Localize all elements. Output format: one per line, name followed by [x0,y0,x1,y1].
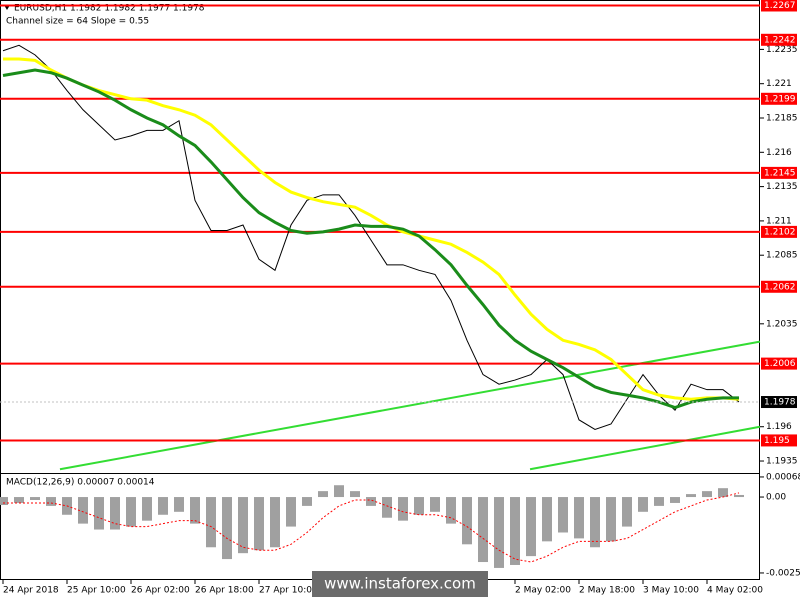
macd-bar [46,497,56,506]
macd-bar [510,497,520,565]
current-price-label: 1.1978 [764,398,796,408]
x-tick-label: 4 May 02:00 [707,586,763,596]
watermark-box [312,571,488,597]
macd-bar [382,497,392,518]
macd-bar [670,497,680,503]
macd-bar [542,497,552,542]
macd-bar [638,497,648,512]
level-label: 1.2062 [764,282,796,292]
level-label: 1.2145 [764,168,796,178]
chart-subtitle: Channel size = 64 Slope = 0.55 [6,17,149,27]
x-tick-label: 26 Apr 18:00 [195,586,254,596]
y-tick-label: 1.196 [766,422,792,432]
y-tick-label: 1.2035 [766,319,798,329]
y-tick-label: 1.221 [766,79,792,89]
level-label: 1.195 [764,436,790,446]
level-label-box [761,166,797,179]
x-tick-label: 2 May 18:00 [579,586,635,596]
y-tick-label: 0.00 [766,493,786,503]
macd-bar [126,497,136,527]
x-tick-label: 24 Apr 2018 [3,586,59,596]
macd-bar [526,497,536,557]
x-tick-label: 3 May 10:00 [643,586,699,596]
macd-bar [718,488,728,498]
level-label-box [761,0,797,12]
level-label-box [761,434,797,447]
macd-bar [94,497,104,530]
macd-bar [30,497,40,500]
level-label: 1.2006 [764,359,796,369]
x-tick-label: 25 Apr 10:00 [67,586,126,596]
x-tick-label: 27 Apr 10:00 [259,586,318,596]
level-label-box [761,33,797,46]
macd-bar [494,497,504,568]
y-tick-label: 1.2185 [766,114,798,124]
level-label: 1.2199 [764,94,796,104]
macd-bar [734,494,744,498]
price-line [3,57,740,401]
y-tick-label: 1.2085 [766,251,798,261]
chart-title: EURUSD,H1 1.1982 1.1982 1.1977 1.1978 [14,4,205,14]
macd-bar [238,497,248,554]
macd-bar [606,497,616,542]
macd-bar [14,497,24,503]
y-tick-label: 1.216 [766,148,792,158]
y-tick-label: -0.00257 [766,568,800,578]
macd-bar [414,497,424,515]
level-label-box [761,280,797,293]
watermark: www.instaforex.com [324,575,476,593]
macd-bar [366,497,376,506]
macd-bar [302,497,312,506]
macd-bar [0,497,8,506]
channel-line [529,425,761,471]
y-tick-label: 1.2235 [766,45,798,55]
macd-bar [206,497,216,548]
macd-bar [686,494,696,498]
level-label: 1.2267 [764,1,796,11]
macd-bar [574,497,584,539]
macd-bar [350,491,360,498]
macd-bar [622,497,632,527]
macd-bar [654,497,664,506]
x-tick-label: 2 May 02:00 [515,586,571,596]
macd-bar [222,497,232,560]
macd-bar [590,497,600,548]
macd-bar [318,491,328,498]
macd-bar [702,491,712,498]
level-label: 1.2242 [764,35,796,45]
macd-bar [78,497,88,524]
price-line [2,44,740,431]
level-label-box [761,357,797,370]
macd-bar [286,497,296,527]
macd-bar [478,497,488,563]
y-tick-label: 0.00068 [766,472,800,482]
macd-bar [110,497,120,530]
macd-bar [558,497,568,533]
macd-bar [190,497,200,524]
macd-bar [254,497,264,551]
price-line [2,68,739,410]
y-tick-label: 1.211 [766,216,792,226]
macd-bar [446,497,456,524]
level-label: 1.2102 [764,227,796,237]
macd-bar [142,497,152,521]
level-label-box [761,92,797,105]
macd-bar [398,497,408,521]
macd-bar [462,497,472,545]
signal-line [3,492,740,563]
current-price-box [761,396,797,409]
y-tick-label: 1.1935 [766,457,798,467]
x-tick-label: 26 Apr 02:00 [131,586,190,596]
macd-bar [334,485,344,498]
macd-title: MACD(12,26,9) 0.00007 0.00014 [6,478,155,488]
level-label-box [761,225,797,238]
macd-bar [158,497,168,515]
macd-bar [270,497,280,548]
macd-bar [430,497,440,512]
plot-frame [0,0,760,580]
y-tick-label: 1.2135 [766,182,798,192]
macd-bar [174,497,184,512]
